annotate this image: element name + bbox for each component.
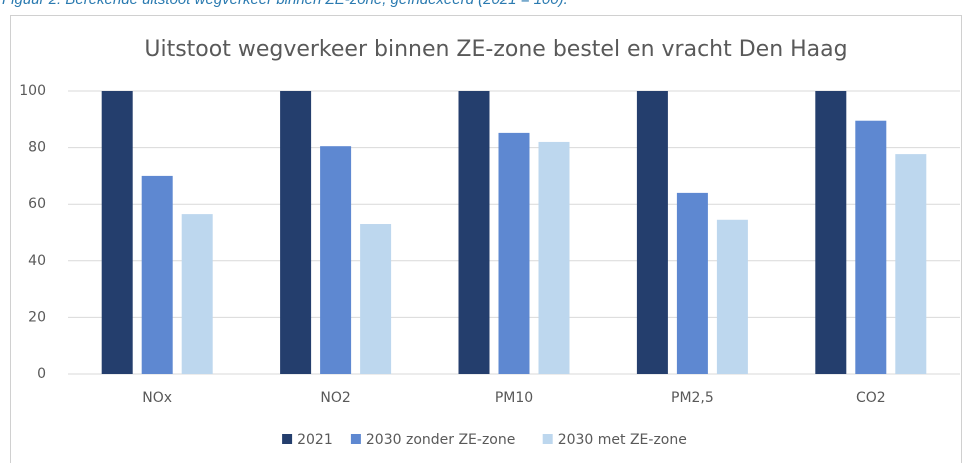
bar [458, 91, 490, 374]
y-tick-label: 60 [28, 196, 46, 212]
legend-label: 2030 met ZE-zone [558, 432, 687, 448]
bar [181, 214, 213, 374]
x-tick-label: NOx [142, 390, 172, 406]
bar [498, 132, 530, 374]
y-tick-label: 100 [19, 83, 46, 99]
bar [280, 91, 312, 374]
x-tick-label: NO2 [320, 390, 350, 406]
bar [895, 154, 927, 374]
x-tick-label: PM2,5 [671, 390, 714, 406]
caption: Figuur 2: Berekende uitstoot wegverkeer … [2, 0, 568, 8]
legend-swatch [542, 434, 553, 444]
bar [538, 141, 570, 374]
chart-title: Uitstoot wegverkeer binnen ZE-zone beste… [144, 37, 847, 62]
legend-swatch [350, 434, 361, 444]
bar [815, 91, 847, 374]
bar [855, 120, 887, 374]
legend-label: 2030 zonder ZE-zone [366, 432, 515, 448]
bar [716, 219, 748, 374]
bar [676, 192, 708, 374]
y-tick-label: 20 [28, 309, 46, 325]
y-tick-label: 40 [28, 253, 46, 269]
bar [101, 91, 133, 374]
bar [360, 224, 392, 374]
legend-label: 2021 [297, 432, 333, 448]
x-tick-label: CO2 [856, 390, 886, 406]
bar [141, 175, 173, 374]
y-tick-label: 80 [28, 140, 46, 156]
x-tick-label: PM10 [495, 390, 533, 406]
y-tick-label: 0 [37, 366, 46, 382]
bar [636, 91, 668, 374]
legend-swatch [282, 434, 293, 444]
bar [320, 146, 352, 374]
